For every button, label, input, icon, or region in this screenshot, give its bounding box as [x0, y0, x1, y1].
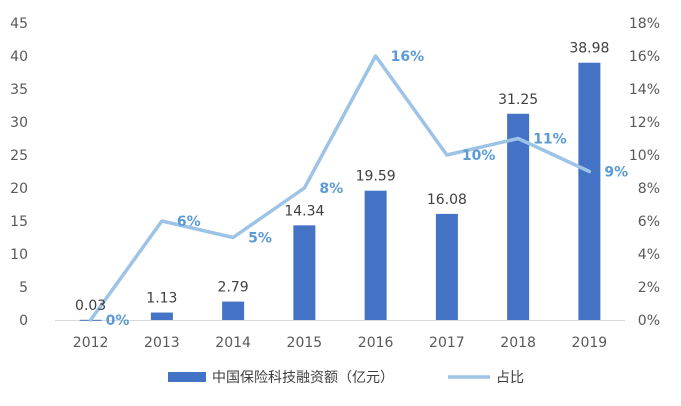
- bar-series: [79, 62, 601, 321]
- right-axis-tick-label: 10%: [629, 148, 660, 164]
- left-axis-tick-label: 35: [10, 82, 28, 98]
- share-value-label: 5%: [248, 231, 272, 247]
- left-axis-tick-label: 5: [19, 280, 28, 296]
- right-axis-tick-label: 18%: [629, 16, 660, 32]
- bar-value-label: 31.25: [498, 92, 538, 108]
- left-axis-tick-label: 0: [19, 313, 28, 329]
- line-data-labels: 0% 6% 5% 8% 16% 10% 11% 9%: [106, 49, 629, 329]
- bar: [222, 301, 245, 320]
- share-line: [88, 54, 592, 322]
- left-axis-tick-label: 20: [10, 181, 28, 197]
- bar: [435, 213, 458, 320]
- x-axis-tick-label: 2014: [215, 335, 251, 351]
- left-axis-tick-label: 10: [10, 247, 28, 263]
- right-axis: 0% 2% 4% 6% 8% 10% 12% 14% 16% 18%: [629, 16, 660, 329]
- x-axis-tick-label: 2015: [287, 335, 323, 351]
- bar: [150, 312, 173, 320]
- right-axis-tick-label: 12%: [629, 115, 660, 131]
- right-axis-tick-label: 8%: [638, 181, 660, 197]
- legend: 中国保险科技融资额（亿元） 占比: [168, 370, 524, 386]
- share-value-label: 6%: [177, 214, 201, 230]
- bar-value-label: 2.79: [218, 280, 249, 296]
- right-axis-tick-label: 2%: [638, 280, 660, 296]
- left-axis-tick-label: 45: [10, 16, 28, 32]
- x-axis-tick-label: 2018: [500, 335, 536, 351]
- right-axis-tick-label: 16%: [629, 49, 660, 65]
- legend-bar-swatch: [168, 372, 206, 382]
- bar-value-label: 19.59: [356, 169, 396, 185]
- bar: [578, 62, 601, 321]
- share-value-label: 8%: [319, 181, 343, 197]
- left-axis: 0 5 10 15 20 25 30 35 40 45: [10, 16, 28, 329]
- bar-value-label: 16.08: [427, 192, 467, 208]
- left-axis-tick-label: 40: [10, 49, 28, 65]
- legend-bar-label: 中国保险科技融资额（亿元）: [212, 370, 394, 386]
- right-axis-tick-label: 4%: [638, 247, 660, 263]
- bar-data-labels: 0.03 1.13 2.79 14.34 19.59 16.08 31.25 38.98: [75, 41, 609, 314]
- right-axis-tick-label: 14%: [629, 82, 660, 98]
- line-series: [88, 54, 592, 322]
- legend-line-label: 占比: [496, 370, 524, 386]
- right-axis-tick-label: 6%: [638, 214, 660, 230]
- right-axis-tick-label: 0%: [638, 313, 660, 329]
- left-axis-tick-label: 15: [10, 214, 28, 230]
- share-value-label: 11%: [533, 132, 567, 148]
- bar: [507, 113, 530, 320]
- x-axis-tick-label: 2019: [572, 335, 608, 351]
- share-value-label: 16%: [391, 49, 425, 65]
- bar-value-label: 1.13: [146, 291, 177, 307]
- x-axis-tick-label: 2017: [429, 335, 465, 351]
- share-value-label: 10%: [462, 148, 496, 164]
- left-axis-tick-label: 30: [10, 115, 28, 131]
- x-axis: 2012 2013 2014 2015 2016 2017 2018 2019: [73, 335, 607, 351]
- bar: [364, 190, 387, 320]
- bar-value-label: 38.98: [569, 41, 609, 57]
- bar: [293, 225, 316, 320]
- bar-value-label: 0.03: [75, 298, 106, 314]
- share-value-label: 9%: [604, 165, 628, 181]
- x-axis-tick-label: 2013: [144, 335, 180, 351]
- x-axis-tick-label: 2016: [358, 335, 394, 351]
- left-axis-tick-label: 25: [10, 148, 28, 164]
- bar-value-label: 14.34: [284, 203, 324, 219]
- share-value-label: 0%: [106, 313, 130, 329]
- x-axis-tick-label: 2012: [73, 335, 109, 351]
